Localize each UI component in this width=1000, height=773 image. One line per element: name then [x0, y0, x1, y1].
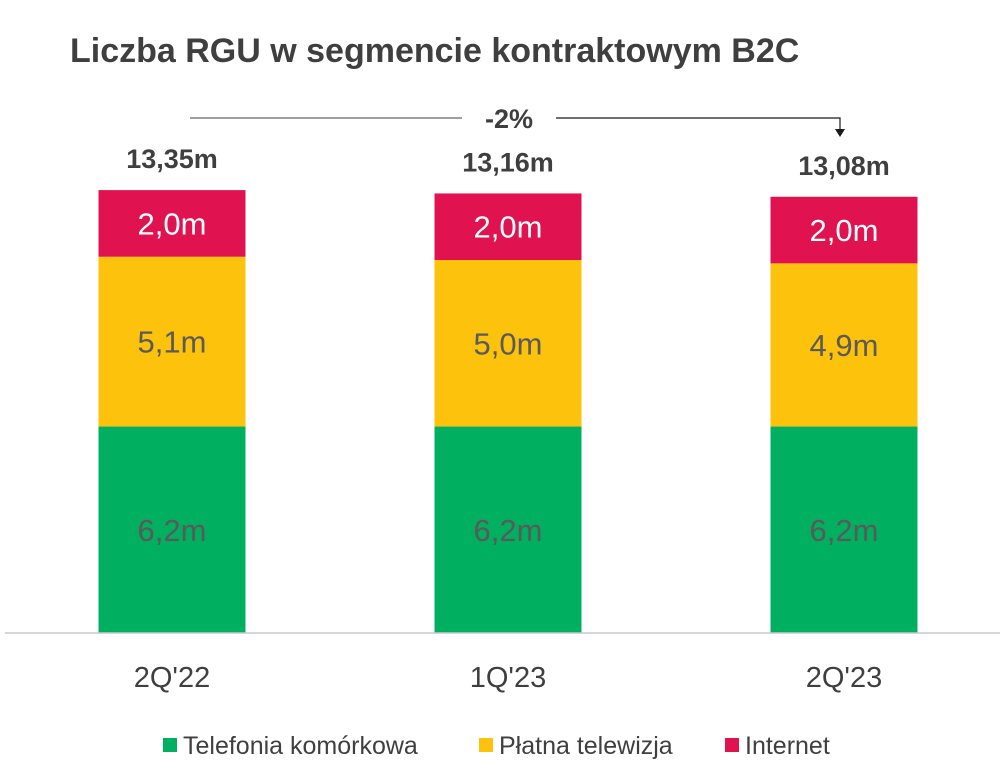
bar-segment-0-0 [98, 426, 246, 633]
category-labels: 2Q'22 1Q'23 2Q'23 [134, 662, 882, 694]
bar-segment-2-0 [98, 190, 246, 257]
segment-value-label: 5,0m [474, 326, 543, 361]
total-label: 13,35m [126, 144, 218, 174]
legend-label: Telefonia komórkowa [183, 732, 418, 760]
category-label: 2Q'22 [134, 662, 210, 694]
segment-value-label: 6,2m [810, 513, 879, 548]
change-arrow: -2% [190, 104, 845, 137]
bar-segment-1-2 [770, 263, 918, 427]
bar-segment-2-2 [770, 196, 918, 264]
segment-value-label: 4,9m [810, 328, 879, 363]
category-label: 1Q'23 [470, 662, 546, 694]
change-line-right [556, 117, 841, 131]
bar-segment-1-0 [98, 256, 246, 427]
segment-value-label: 2,0m [138, 206, 207, 241]
segment-value-label: 6,2m [474, 513, 543, 548]
legend-swatch [725, 738, 739, 752]
segment-value-label: 2,0m [474, 210, 543, 245]
segment-value-label: 2,0m [810, 213, 879, 248]
legend-swatch [479, 738, 493, 752]
bar-segment-1-1 [434, 260, 582, 427]
total-label: 13,08m [798, 151, 890, 181]
change-label: -2% [485, 104, 533, 134]
total-label: 13,16m [462, 147, 554, 177]
bar-segment-0-2 [770, 426, 918, 633]
legend: Telefonia komórkowa Płatna telewizja Inter… [163, 732, 830, 760]
chart-title: Liczba RGU w segmencie kontraktowym B2C [70, 32, 799, 70]
segment-value-label: 5,1m [138, 325, 207, 360]
legend-label: Płatna telewizja [499, 732, 673, 760]
bars [98, 190, 918, 633]
legend-label: Internet [745, 732, 830, 760]
bar-labels: 6,2m 5,1m 2,0m 13,35m 6,2m 5,0m 2,0m 13,16m 6,2m… [126, 144, 890, 548]
category-label: 2Q'23 [806, 662, 882, 694]
bar-segment-2-1 [434, 193, 582, 261]
legend-swatch [163, 738, 177, 752]
bar-segment-0-1 [434, 426, 582, 633]
arrow-head-icon [835, 129, 845, 137]
segment-value-label: 6,2m [138, 513, 207, 548]
